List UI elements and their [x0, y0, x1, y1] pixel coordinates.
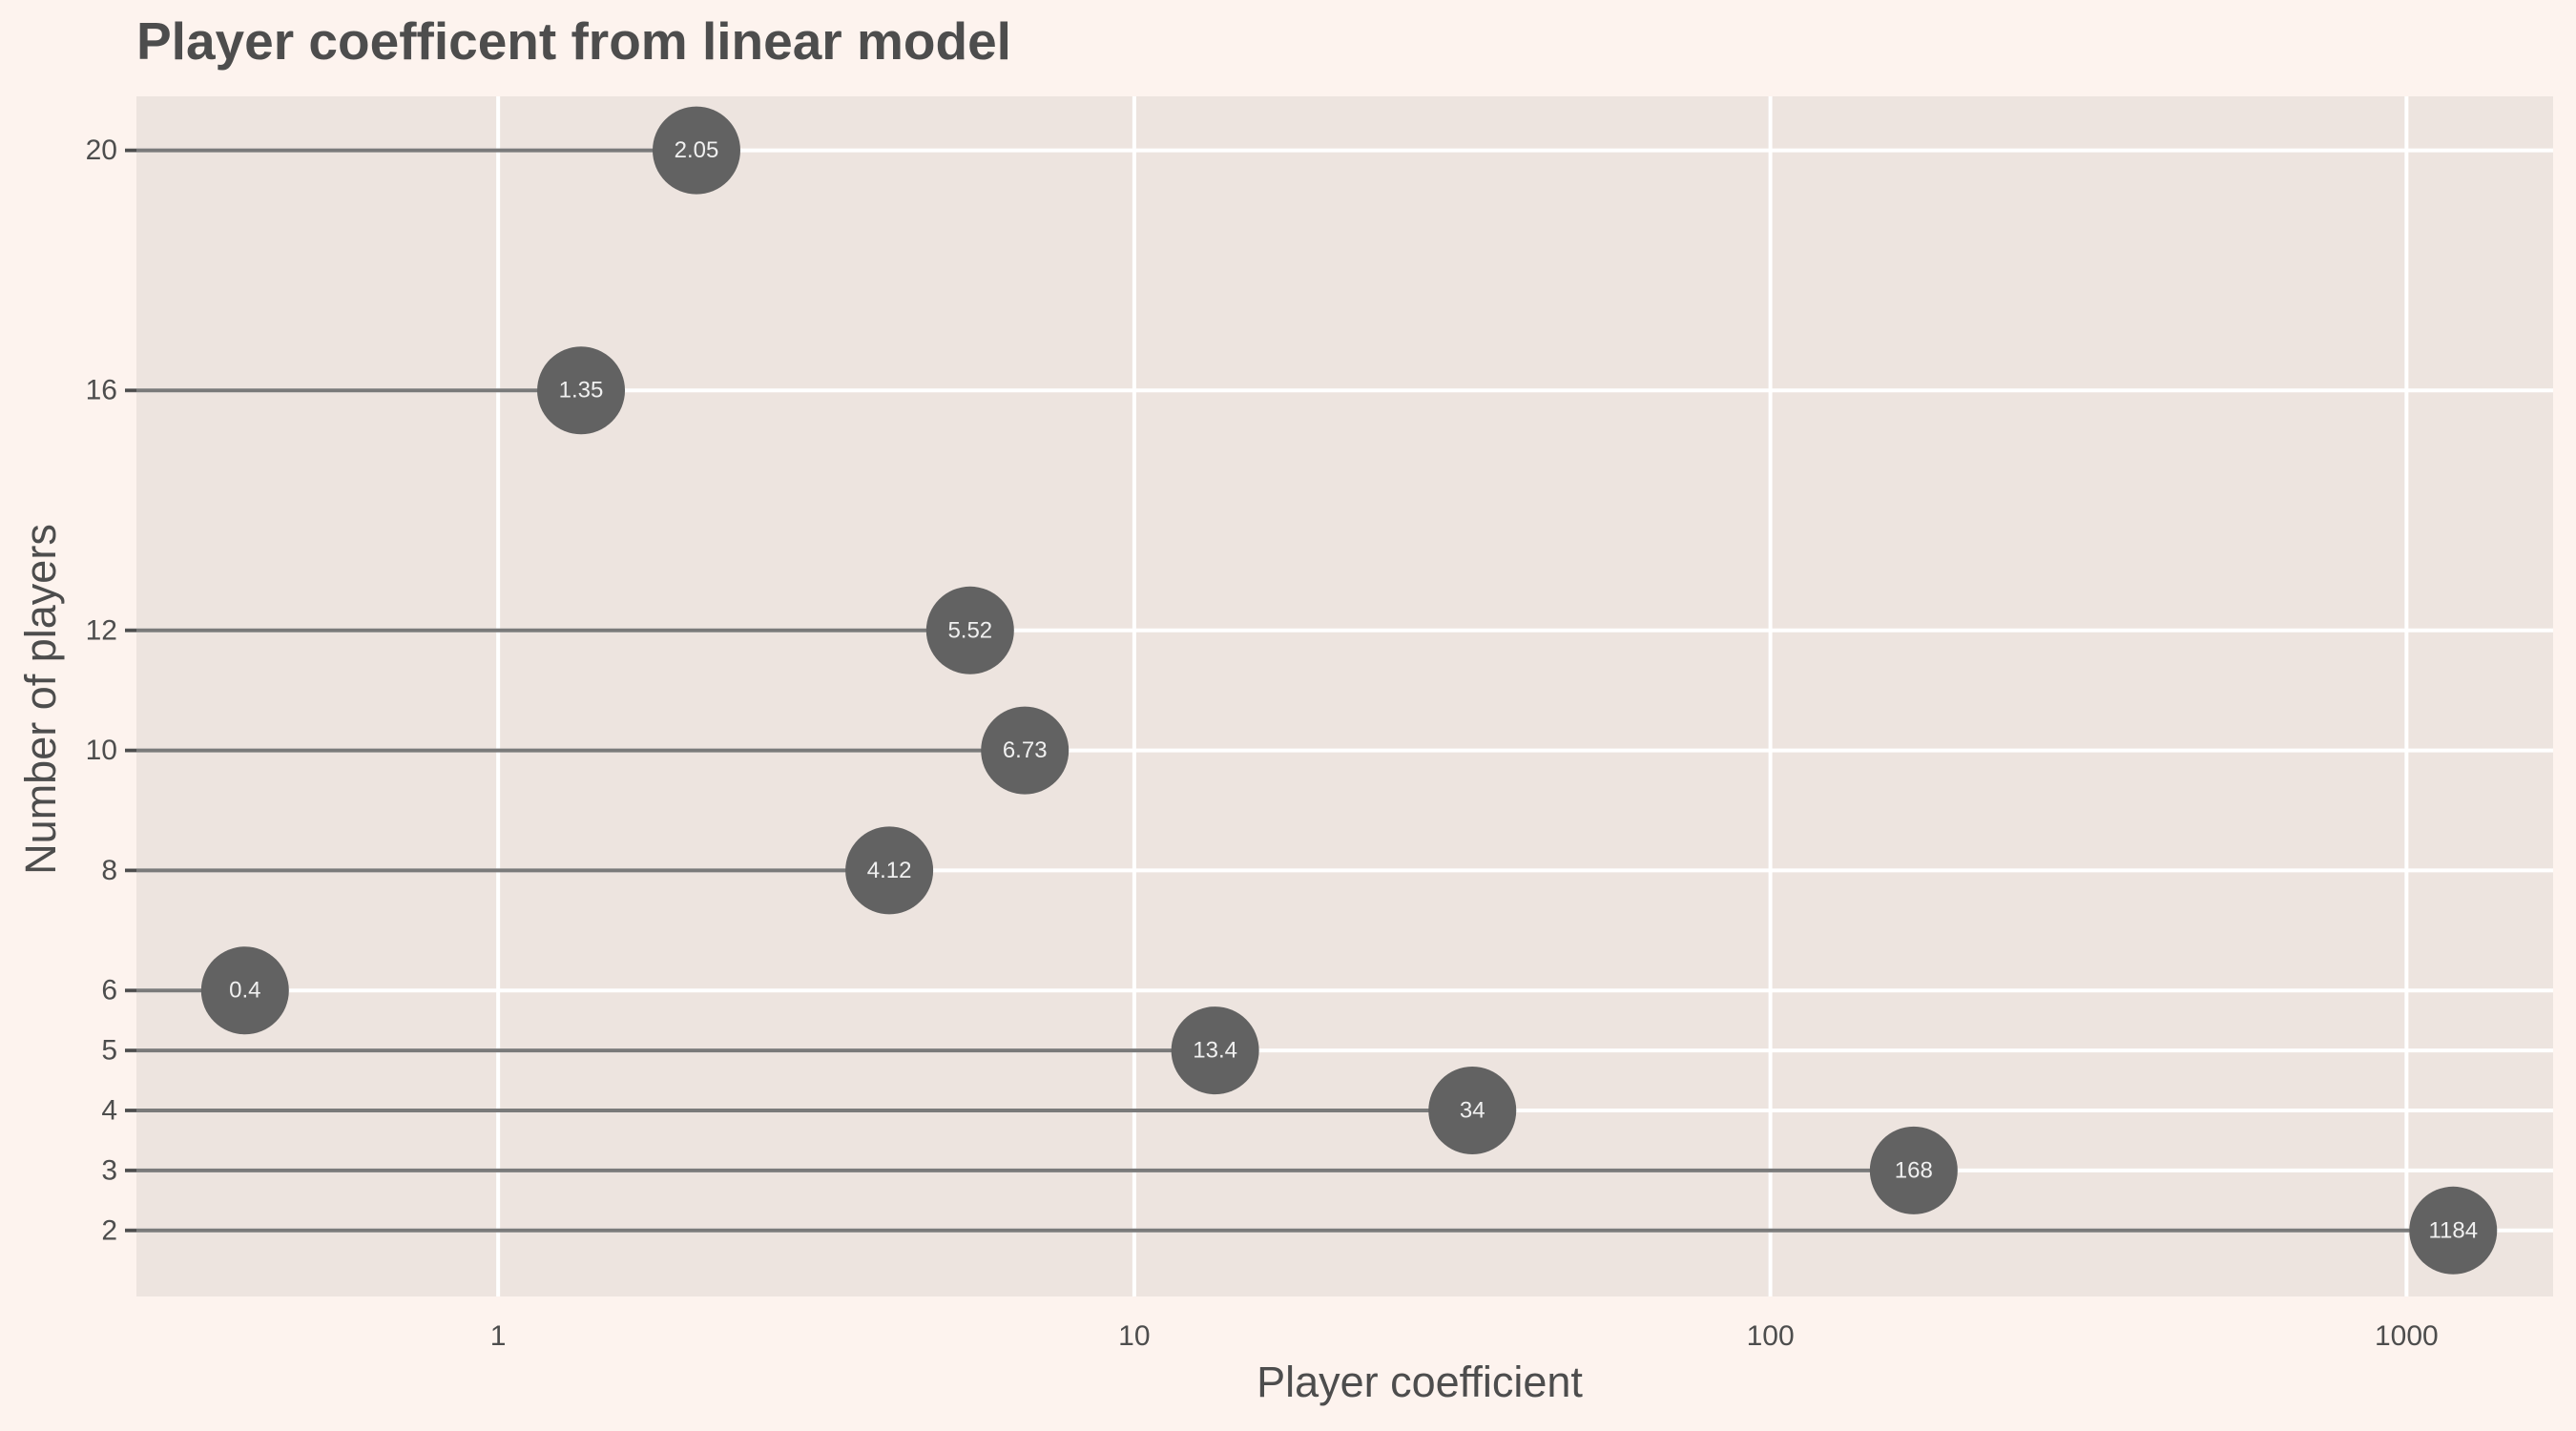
point-value-label: 1184: [2428, 1217, 2478, 1243]
y-tick-label: 2: [101, 1214, 117, 1246]
point-value-label: 6.73: [1003, 737, 1048, 763]
lollipop-point: [1869, 1126, 1958, 1214]
lollipop-point: [981, 706, 1070, 795]
y-tick-label: 3: [101, 1154, 117, 1186]
lollipop-point: [925, 586, 1014, 674]
point-value-label: 5.52: [947, 617, 992, 643]
chart-marks: 1184 168 34 13.4 0.4 4.12 6.73 5.52 1.35 2.05: [125, 106, 2498, 1275]
lollipop-point: [2409, 1186, 2498, 1275]
y-tick-label: 16: [86, 375, 117, 406]
y-tick-label: 4: [101, 1095, 117, 1127]
point-value-label: 34: [1460, 1098, 1485, 1124]
point-value-label: 4.12: [867, 858, 912, 883]
point-value-label: 1.35: [559, 378, 604, 404]
x-tick-label: 100: [1747, 1320, 1795, 1352]
lollipop-point: [1428, 1067, 1517, 1155]
lollipop-point: [200, 946, 289, 1035]
y-tick-label: 10: [86, 735, 117, 766]
x-axis-title: Player coefficient: [1257, 1358, 1583, 1406]
x-tick-label: 10: [1118, 1320, 1150, 1352]
y-axis-title: Number of players: [16, 524, 65, 875]
y-tick-label: 8: [101, 855, 117, 886]
y-tick-label: 12: [86, 614, 117, 646]
point-value-label: 168: [1895, 1157, 1933, 1183]
lollipop-point: [537, 346, 626, 435]
plot-panel: [136, 96, 2553, 1296]
point-value-label: 2.05: [675, 137, 719, 163]
y-tick-label: 20: [86, 135, 117, 166]
lollipop-point: [1171, 1006, 1259, 1095]
x-tick-label: 1: [490, 1320, 507, 1352]
x-tick-label: 1000: [2375, 1320, 2439, 1352]
y-tick-label: 6: [101, 975, 117, 1006]
point-value-label: 0.4: [229, 978, 260, 1004]
y-tick-label: 5: [101, 1035, 117, 1067]
chart-title: Player coefficent from linear model: [136, 11, 1011, 71]
lollipop-point: [652, 106, 740, 195]
lollipop-point: [845, 826, 934, 915]
point-value-label: 13.4: [1193, 1038, 1237, 1064]
